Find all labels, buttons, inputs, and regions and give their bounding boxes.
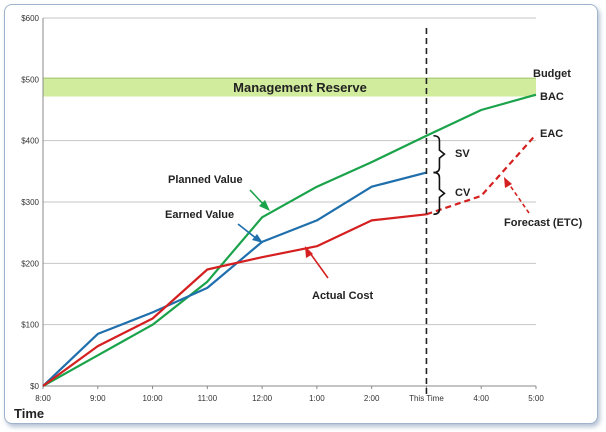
x-tick-label: 8:00: [35, 394, 51, 403]
x-tick-label: This Time: [409, 394, 444, 403]
x-tick-label: 4:00: [473, 394, 489, 403]
x-tick-label: 1:00: [309, 394, 325, 403]
x-tick-labels: 8:00 9:00 10:00 11:00 12:00 1:00 2:00 This Time…: [35, 386, 544, 403]
y-tick-label: $400: [21, 137, 39, 146]
x-tick-label: 5:00: [528, 394, 544, 403]
series-lines: [42, 93, 537, 387]
sv-brace: [433, 134, 446, 174]
series-planned-value: [42, 93, 537, 387]
forecast-label: Forecast (ETC): [504, 217, 583, 229]
y-tick-label: $200: [21, 259, 39, 268]
budget-label: Budget: [533, 68, 571, 80]
series-actual-cost: [42, 213, 427, 387]
eac-label: EAC: [540, 128, 563, 140]
y-tick-label: $500: [21, 75, 39, 84]
y-tick-label: $0: [30, 382, 39, 391]
y-tick-label: $100: [21, 321, 39, 330]
y-tick-labels: $0 $100 $200 $300 $400 $500 $600: [21, 14, 39, 391]
x-tick-label: 11:00: [198, 394, 218, 403]
chart-frame: [4, 4, 598, 424]
earned-value-arrow: [237, 223, 263, 243]
x-tick-label: 12:00: [252, 394, 273, 403]
management-reserve-label: Management Reserve: [233, 80, 367, 95]
actual-cost-label: Actual Cost: [312, 290, 373, 302]
y-tick-label: $300: [21, 198, 39, 207]
management-reserve-band: [43, 77, 536, 97]
cv-label: CV: [455, 187, 471, 199]
planned-value-label: Planned Value: [168, 174, 243, 186]
grid-lines: [43, 17, 536, 326]
axes: [42, 18, 536, 387]
x-tick-label: 10:00: [143, 394, 164, 403]
planned-value-arrow: [249, 189, 270, 211]
x-tick-label: 2:00: [364, 394, 380, 403]
forecast-arrow: [504, 177, 530, 214]
x-axis-title: Time: [14, 406, 44, 421]
bac-label: BAC: [540, 91, 564, 103]
cv-brace: [433, 171, 446, 216]
earned-value-label: Earned Value: [165, 209, 234, 221]
actual-cost-arrow: [305, 246, 329, 279]
series-earned-value: [42, 171, 427, 387]
y-tick-label: $600: [21, 14, 39, 23]
sv-label: SV: [455, 148, 470, 160]
management-reserve-rect: [43, 78, 536, 97]
series-forecast-etc: [426, 133, 537, 216]
x-tick-label: 9:00: [90, 394, 106, 403]
